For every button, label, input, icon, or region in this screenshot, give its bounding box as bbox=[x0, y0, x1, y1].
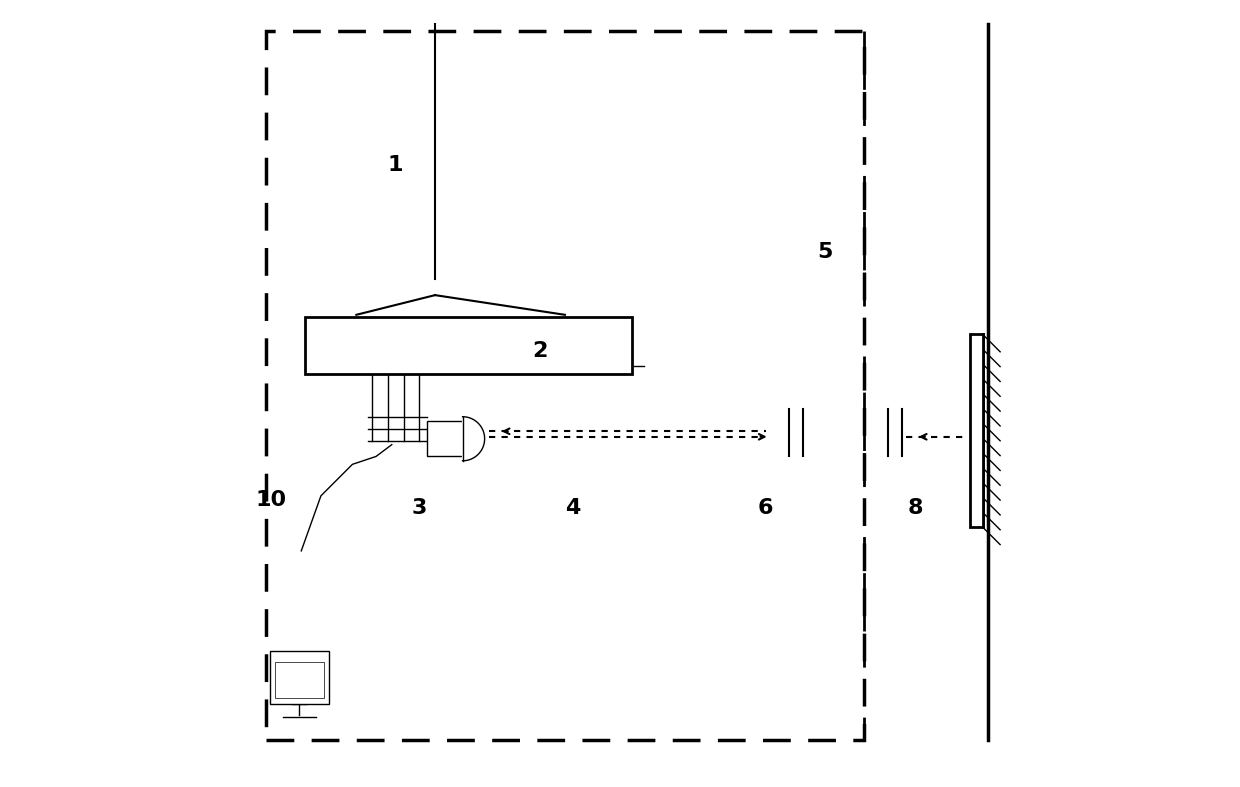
Bar bbox=[428, 421, 463, 456]
Bar bbox=[970, 334, 983, 527]
Text: 2: 2 bbox=[533, 341, 548, 361]
Text: 10: 10 bbox=[255, 490, 286, 510]
Text: 6: 6 bbox=[758, 497, 774, 518]
Text: 4: 4 bbox=[565, 497, 580, 518]
Bar bbox=[274, 662, 324, 698]
Text: 3: 3 bbox=[412, 497, 427, 518]
Text: 5: 5 bbox=[817, 242, 832, 262]
Text: 8: 8 bbox=[908, 497, 923, 518]
Bar bbox=[270, 651, 329, 704]
Text: PC: PC bbox=[293, 675, 306, 685]
Text: 1: 1 bbox=[388, 155, 403, 176]
Polygon shape bbox=[463, 417, 485, 461]
Bar bbox=[305, 317, 632, 374]
